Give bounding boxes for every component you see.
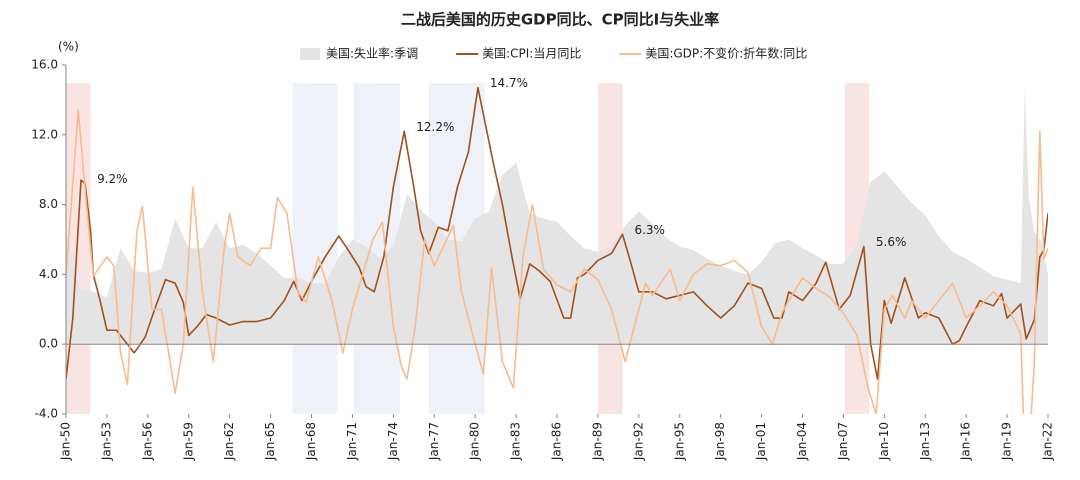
legend-label: 美国:失业率:季调 <box>326 46 418 61</box>
x-tick-label: Jan-01 <box>754 422 768 461</box>
x-tick-label: Jan-62 <box>222 422 236 461</box>
x-tick-label: Jan-89 <box>590 422 604 461</box>
legend-label: 美国:GDP:不变价:折年数:同比 <box>645 46 807 61</box>
x-tick-label: Jan-86 <box>550 422 564 461</box>
x-tick-label: Jan-98 <box>713 422 727 461</box>
x-tick-label: Jan-59 <box>181 422 195 461</box>
x-tick-label: Jan-16 <box>959 422 973 461</box>
x-tick-label: Jan-68 <box>304 422 318 461</box>
x-tick-label: Jan-74 <box>386 422 400 461</box>
x-tick-label: Jan-13 <box>918 422 932 461</box>
annotation: 5.6% <box>876 235 907 249</box>
x-tick-label: Jan-92 <box>631 422 645 461</box>
x-tick-label: Jan-22 <box>1041 422 1055 461</box>
x-tick-label: Jan-04 <box>795 422 809 461</box>
x-tick-label: Jan-56 <box>140 422 154 461</box>
x-tick-label: Jan-50 <box>59 422 73 461</box>
x-tick-label: Jan-07 <box>836 422 850 461</box>
x-tick-label: Jan-65 <box>263 422 277 461</box>
y-tick-label: 12.0 <box>31 127 58 141</box>
annotation: 12.2% <box>416 120 454 134</box>
annotation: 9.2% <box>97 172 128 186</box>
x-tick-label: Jan-95 <box>672 422 686 461</box>
y-tick-label: 16.0 <box>31 58 58 72</box>
x-tick-label: Jan-83 <box>509 422 523 461</box>
x-tick-label: Jan-10 <box>877 422 891 461</box>
series-line <box>66 109 1048 414</box>
chart-title: 二战后美国的历史GDP同比、CP同比I与失业率 <box>401 11 719 29</box>
y-tick-label: 0.0 <box>39 337 58 351</box>
y-tick-label: -4.0 <box>35 407 58 421</box>
x-tick-label: Jan-19 <box>1000 422 1014 461</box>
y-tick-label: 4.0 <box>39 267 58 281</box>
legend-label: 美国:CPI:当月同比 <box>482 47 581 61</box>
x-tick-label: Jan-77 <box>427 422 441 461</box>
annotation: 6.3% <box>634 223 665 237</box>
annotation: 14.7% <box>490 76 528 90</box>
x-tick-label: Jan-53 <box>99 422 113 461</box>
x-tick-label: Jan-71 <box>345 422 359 461</box>
y-unit: (%) <box>58 40 79 54</box>
series-line <box>66 86 1048 380</box>
legend-swatch <box>300 48 320 60</box>
x-tick-label: Jan-80 <box>468 422 482 461</box>
unemployment-area <box>66 87 1048 345</box>
y-tick-label: 8.0 <box>39 197 58 211</box>
